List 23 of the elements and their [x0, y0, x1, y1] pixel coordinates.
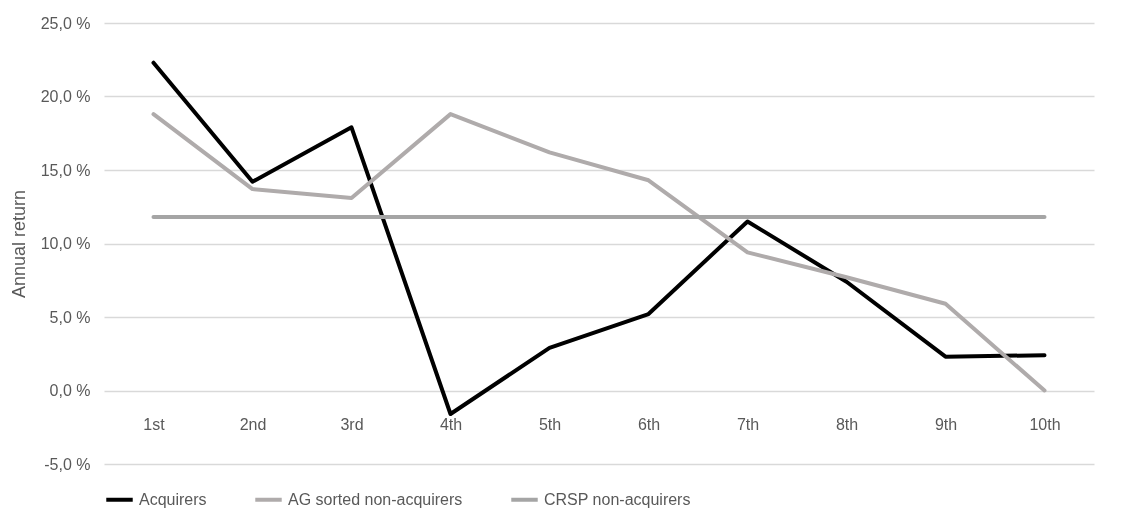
x-tick-label: 5th — [538, 416, 562, 433]
legend-label: CRSP non-acquirers — [544, 490, 691, 508]
legend-label: Acquirers — [139, 490, 207, 508]
x-tick-label: 7th — [736, 416, 760, 433]
y-tick-label: 10,0 % — [40, 235, 91, 252]
x-tick-label: 8th — [835, 416, 859, 433]
x-tick-label: 9th — [934, 416, 958, 433]
x-tick-label: 2nd — [239, 416, 267, 433]
x-tick-label: 10th — [1029, 416, 1061, 433]
y-tick-label: -5,0 % — [44, 455, 91, 473]
line-series — [151, 112, 1047, 393]
y-tick-label: 25,0 % — [40, 14, 91, 32]
x-tick-label: 4th — [439, 416, 463, 433]
y-tick-label: 0,0 % — [49, 382, 91, 399]
y-tick-label: 5,0 % — [49, 308, 91, 326]
y-axis-title: Annual return — [8, 189, 29, 299]
x-tick-label: 3rd — [340, 416, 364, 433]
legend-label: AG sorted non-acquirers — [288, 490, 463, 508]
y-tick-label: 15,0 % — [40, 161, 91, 179]
x-tick-label: 1st — [143, 416, 166, 433]
x-tick-label: 6th — [637, 416, 661, 433]
y-tick-label: 20,0 % — [40, 88, 91, 105]
line-series — [151, 60, 1047, 417]
